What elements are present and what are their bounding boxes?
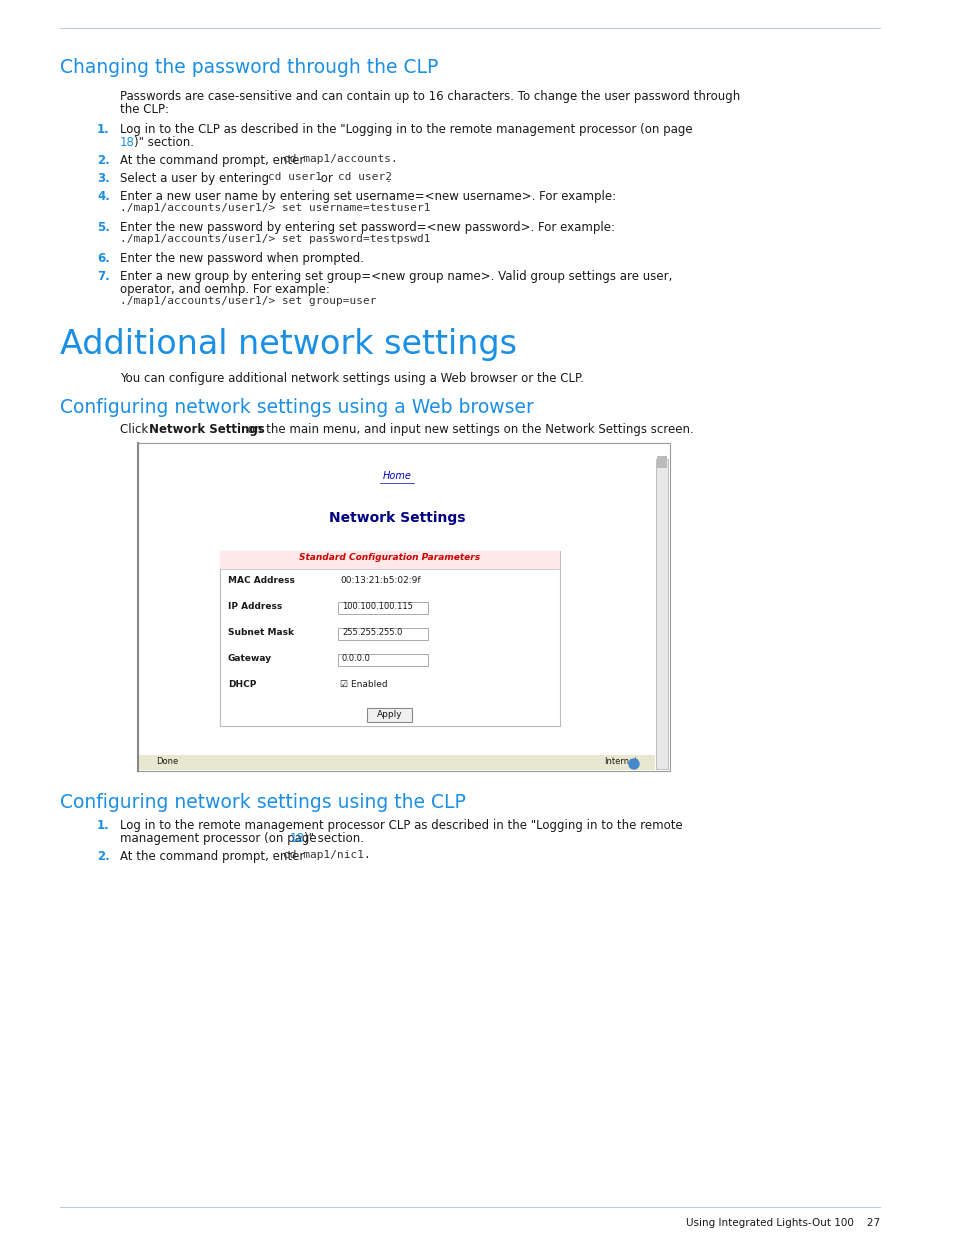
Text: 4.: 4. — [97, 190, 110, 203]
Text: IP Address: IP Address — [228, 601, 282, 611]
Text: 255.255.255.0: 255.255.255.0 — [341, 629, 402, 637]
Text: Configuring network settings using the CLP: Configuring network settings using the C… — [60, 793, 465, 811]
Text: ☑ Enabled: ☑ Enabled — [339, 680, 387, 689]
Text: 5.: 5. — [97, 221, 110, 233]
Bar — [220, 551, 559, 569]
Text: 1.: 1. — [97, 124, 110, 136]
Text: )" section.: )" section. — [304, 832, 364, 845]
Bar — [220, 551, 559, 726]
Text: Select a user by entering: Select a user by entering — [120, 172, 273, 185]
Text: Configuring network settings using a Web browser: Configuring network settings using a Web… — [60, 398, 534, 417]
Bar — [337, 655, 428, 666]
Text: )" section.: )" section. — [133, 136, 193, 149]
Text: or: or — [316, 172, 336, 185]
Text: Standard Configuration Parameters: Standard Configuration Parameters — [299, 553, 480, 562]
Text: 100.100.100.115: 100.100.100.115 — [341, 601, 413, 611]
Circle shape — [628, 760, 639, 769]
Text: Additional network settings: Additional network settings — [60, 329, 517, 361]
Text: Home: Home — [382, 471, 411, 480]
Text: Using Integrated Lights-Out 100    27: Using Integrated Lights-Out 100 27 — [685, 1218, 879, 1228]
Text: ./map1/accounts/user1/> set password=testpswd1: ./map1/accounts/user1/> set password=tes… — [120, 233, 430, 245]
Text: cd user1: cd user1 — [268, 172, 322, 182]
FancyBboxPatch shape — [367, 709, 412, 722]
Text: Enter the new password when prompted.: Enter the new password when prompted. — [120, 252, 364, 266]
Text: Enter a new user name by entering set username=<new username>. For example:: Enter a new user name by entering set us… — [120, 190, 616, 203]
Text: cd map1/nic1.: cd map1/nic1. — [283, 850, 371, 860]
Text: You can configure additional network settings using a Web browser or the CLP.: You can configure additional network set… — [120, 372, 583, 385]
Text: 7.: 7. — [97, 270, 110, 283]
Text: Apply: Apply — [376, 710, 402, 719]
Bar — [657, 456, 666, 468]
Text: Passwords are case-sensitive and can contain up to 16 characters. To change the : Passwords are case-sensitive and can con… — [120, 90, 740, 103]
Text: 2.: 2. — [97, 154, 110, 167]
Text: cd user2: cd user2 — [337, 172, 392, 182]
Text: 18: 18 — [120, 136, 134, 149]
Text: 1.: 1. — [97, 819, 110, 832]
Text: Done: Done — [156, 757, 178, 766]
Text: ./map1/accounts/user1/> set group=user: ./map1/accounts/user1/> set group=user — [120, 296, 376, 306]
Text: ./map1/accounts/user1/> set username=testuser1: ./map1/accounts/user1/> set username=tes… — [120, 203, 430, 212]
Text: MAC Address: MAC Address — [228, 576, 294, 585]
Text: 0.0.0.0: 0.0.0.0 — [341, 655, 371, 663]
Text: Network Settings: Network Settings — [149, 424, 265, 436]
Text: At the command prompt, enter: At the command prompt, enter — [120, 850, 308, 863]
Text: Changing the password through the CLP: Changing the password through the CLP — [60, 58, 438, 77]
Text: operator, and oemhp. For example:: operator, and oemhp. For example: — [120, 283, 330, 296]
Text: Log in to the remote management processor CLP as described in the "Logging in to: Log in to the remote management processo… — [120, 819, 682, 832]
Text: Internet: Internet — [604, 757, 638, 766]
Text: .: . — [387, 172, 391, 185]
Bar — [337, 601, 428, 614]
Text: Network Settings: Network Settings — [329, 511, 465, 525]
Text: 3.: 3. — [97, 172, 110, 185]
Text: 00:13:21:b5:02:9f: 00:13:21:b5:02:9f — [339, 576, 420, 585]
Text: At the command prompt, enter: At the command prompt, enter — [120, 154, 308, 167]
Text: Enter a new group by entering set group=<new group name>. Valid group settings a: Enter a new group by entering set group=… — [120, 270, 672, 283]
Text: Log in to the CLP as described in the "Logging in to the remote management proce: Log in to the CLP as described in the "L… — [120, 124, 692, 136]
Bar — [337, 629, 428, 640]
Bar — [656, 459, 667, 769]
Bar — [138, 443, 669, 771]
Text: 2.: 2. — [97, 850, 110, 863]
Text: 18: 18 — [290, 832, 305, 845]
Text: management processor (on page: management processor (on page — [120, 832, 320, 845]
Text: cd map1/accounts.: cd map1/accounts. — [283, 154, 397, 164]
Text: Gateway: Gateway — [228, 655, 272, 663]
Text: DHCP: DHCP — [228, 680, 256, 689]
Text: Subnet Mask: Subnet Mask — [228, 629, 294, 637]
Text: Enter the new password by entering set password=<new password>. For example:: Enter the new password by entering set p… — [120, 221, 615, 233]
Text: on the main menu, and input new settings on the Network Settings screen.: on the main menu, and input new settings… — [244, 424, 693, 436]
Bar — [139, 755, 655, 769]
Text: 6.: 6. — [97, 252, 110, 266]
Text: Click: Click — [120, 424, 152, 436]
Text: the CLP:: the CLP: — [120, 103, 169, 116]
